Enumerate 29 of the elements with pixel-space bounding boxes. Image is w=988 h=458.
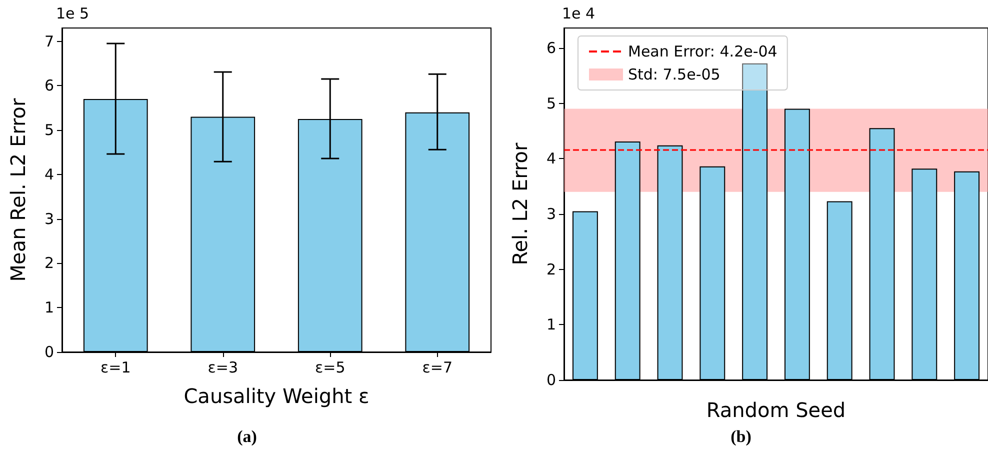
x-tick-label: ε=7 — [422, 358, 452, 376]
text: 1e 4 — [562, 4, 596, 22]
y-tick-label: 5 — [546, 94, 556, 112]
text: (b) — [730, 427, 752, 446]
y-tick-label: 3 — [44, 210, 54, 228]
y-tick-label: 0 — [546, 371, 556, 389]
y-axis-title: Mean Rel. L2 Error — [6, 98, 30, 282]
y-tick-label: 1 — [44, 298, 54, 317]
y-tick-label: 7 — [44, 32, 54, 50]
y-tick-label: 4 — [546, 150, 556, 168]
y-tick-label: 6 — [546, 38, 556, 57]
y-tick-label: 5 — [44, 121, 54, 140]
y-tick-label: 3 — [546, 204, 556, 223]
y-tick-label: 2 — [546, 260, 556, 278]
y-tick-label: 6 — [44, 76, 54, 95]
y-tick-label: 1 — [546, 316, 556, 334]
x-axis-title: Causality Weight ε — [184, 384, 370, 408]
text: (a) — [237, 427, 257, 446]
x-tick-label: ε=3 — [208, 358, 238, 376]
x-axis-title: Random Seed — [706, 398, 846, 422]
y-tick-label: 0 — [44, 343, 54, 361]
legend-label: Std: 7.5e-05 — [628, 66, 720, 84]
legend-label: Mean Error: 4.2e-04 — [628, 42, 778, 60]
x-tick-label: ε=1 — [100, 358, 131, 376]
y-tick-label: 4 — [44, 165, 54, 184]
text: 1e 5 — [56, 4, 90, 22]
y-tick-label: 2 — [44, 254, 54, 272]
y-axis-title: Rel. L2 Error — [508, 142, 532, 266]
x-tick-label: ε=5 — [315, 358, 346, 376]
